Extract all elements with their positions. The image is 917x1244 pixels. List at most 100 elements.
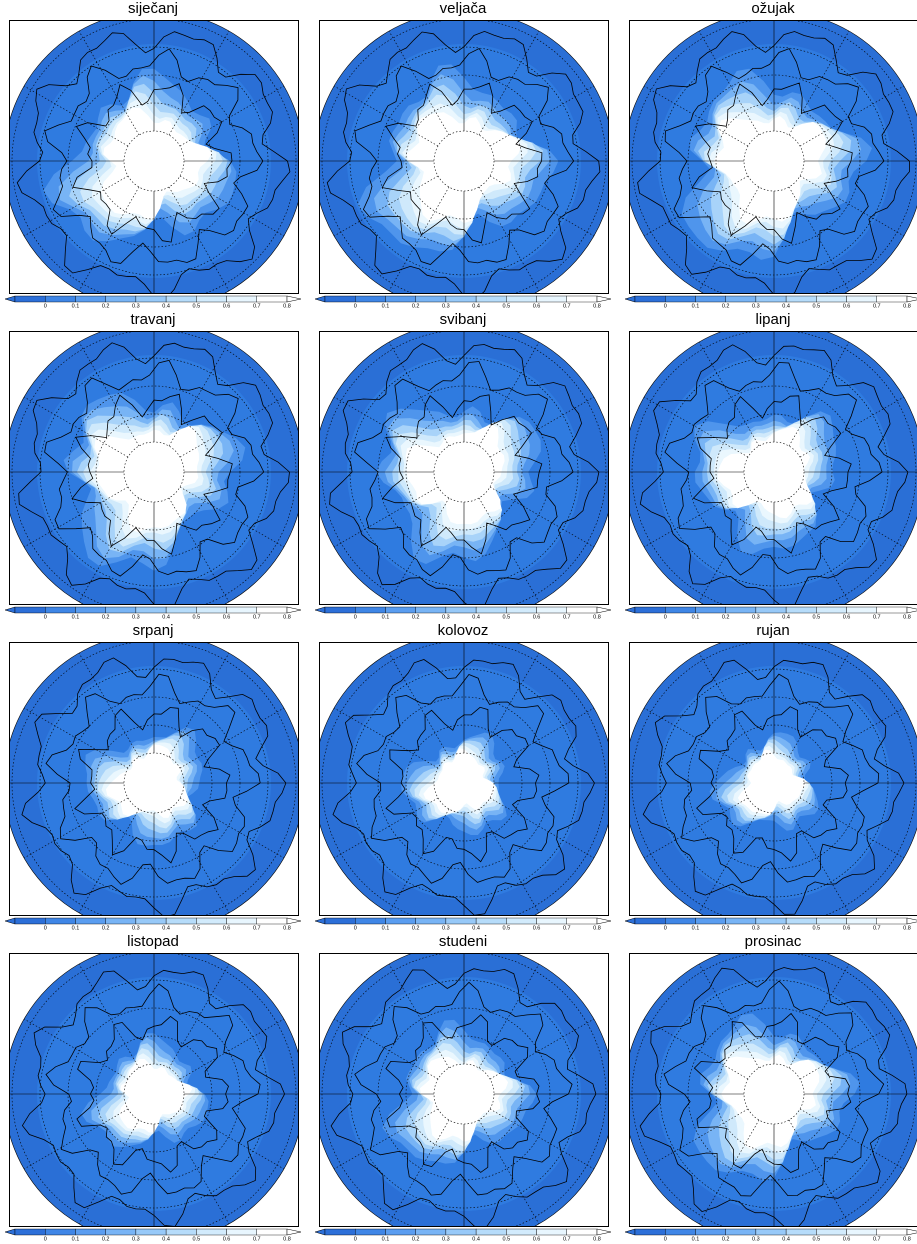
- colorbar-swatch: [14, 606, 46, 614]
- polar-map: [629, 20, 917, 294]
- colorbar: 0 0.1 0.2 0.3 0.4 0.5 0.6 0.7 0.8: [314, 1228, 612, 1243]
- colorbar-extend-right: [286, 606, 302, 614]
- colorbar-extend-left: [624, 606, 636, 614]
- colorbar-swatch: [165, 917, 197, 925]
- colorbar-tick-label: 0: [354, 615, 357, 621]
- colorbar-swatch: [506, 917, 537, 925]
- colorbar-swatch: [165, 1228, 197, 1236]
- colorbar-extend-right: [596, 295, 612, 303]
- map-panel: rujan 0 0.1 0.2 0.3 0.4 0.5 0.6 0.7 0.8: [623, 622, 917, 932]
- colorbar-tick-label: 0.1: [382, 1237, 390, 1243]
- colorbar-tick-label: 0.8: [903, 1237, 911, 1243]
- polar-map: [319, 331, 609, 605]
- colorbar-tick-label: 0.1: [72, 615, 80, 621]
- colorbar-swatch: [755, 606, 787, 614]
- colorbar-swatch: [506, 606, 537, 614]
- colorbar-tick-label: 0.6: [533, 926, 541, 932]
- colorbar-tick-label: 0: [354, 1237, 357, 1243]
- colorbar-swatch: [725, 295, 757, 303]
- colorbar-swatch: [415, 606, 447, 614]
- colorbar-tick-label: 0.6: [843, 304, 851, 310]
- colorbar-tick-label: 0.4: [162, 304, 170, 310]
- colorbar-swatch: [665, 1228, 696, 1236]
- colorbar-swatch: [256, 606, 288, 614]
- colorbar-swatch: [135, 606, 167, 614]
- colorbar-swatch: [324, 606, 356, 614]
- colorbar-swatch: [256, 1228, 288, 1236]
- colorbar-tick-label: 0.5: [813, 615, 821, 621]
- colorbar-tick-label: 0.2: [722, 926, 730, 932]
- colorbar: 0 0.1 0.2 0.3 0.4 0.5 0.6 0.7 0.8: [4, 1228, 302, 1243]
- colorbar-swatch: [634, 1228, 666, 1236]
- colorbar-swatch: [785, 295, 817, 303]
- colorbar-tick-label: 0.1: [692, 615, 700, 621]
- ice-contour: [94, 426, 199, 533]
- colorbar-tick-label: 0.3: [752, 1237, 760, 1243]
- colorbar-tick-label: 0.4: [472, 926, 480, 932]
- colorbar-swatch: [196, 295, 227, 303]
- colorbar-swatch: [445, 917, 477, 925]
- colorbar-tick-label: 0.3: [442, 1237, 450, 1243]
- colorbar-swatch: [475, 917, 507, 925]
- colorbar-tick-label: 0.2: [412, 1237, 420, 1243]
- colorbar-swatch: [324, 295, 356, 303]
- colorbar-tick-label: 0.8: [593, 926, 601, 932]
- colorbar-tick-label: 0.3: [132, 304, 140, 310]
- polar-map: [319, 20, 609, 294]
- colorbar-tick-label: 0.6: [843, 926, 851, 932]
- colorbar-swatch: [846, 606, 877, 614]
- colorbar-extend-right: [906, 1228, 917, 1236]
- colorbar-tick-label: 0.3: [442, 615, 450, 621]
- colorbar-swatch: [45, 1228, 76, 1236]
- colorbar-tick-label: 0.7: [873, 304, 881, 310]
- colorbar-tick-label: 0.6: [843, 1237, 851, 1243]
- colorbar-tick-label: 0: [354, 926, 357, 932]
- panel-title: kolovoz: [437, 622, 489, 639]
- colorbar-swatch: [135, 295, 167, 303]
- colorbar-swatch: [566, 295, 598, 303]
- colorbar-swatch: [75, 917, 106, 925]
- colorbar-swatch: [506, 295, 537, 303]
- colorbar-extend-right: [906, 917, 917, 925]
- map-panel: listopad 0 0.1 0.2 0.3 0.4 0.5 0.6 0.7 0.8: [3, 933, 303, 1243]
- panel-title: srpanj: [132, 622, 174, 639]
- colorbar-tick-label: 0.2: [722, 304, 730, 310]
- colorbar-swatch: [876, 1228, 908, 1236]
- colorbar-tick-label: 0: [44, 926, 47, 932]
- ice-contour: [423, 748, 496, 814]
- colorbar-swatch: [415, 295, 447, 303]
- colorbar-swatch: [695, 606, 726, 614]
- colorbar-swatch: [14, 1228, 46, 1236]
- colorbar-swatch: [816, 917, 847, 925]
- colorbar-tick-label: 0.2: [102, 304, 110, 310]
- colorbar-tick-label: 0.1: [382, 615, 390, 621]
- colorbar-swatch: [634, 606, 666, 614]
- ice-contour: [721, 1054, 820, 1150]
- colorbar: 0 0.1 0.2 0.3 0.4 0.5 0.6 0.7 0.8: [624, 295, 917, 310]
- colorbar-swatch: [105, 295, 137, 303]
- colorbar-extend-left: [4, 917, 16, 925]
- colorbar-tick-label: 0.4: [782, 304, 790, 310]
- colorbar-swatch: [876, 295, 908, 303]
- colorbar-tick-label: 0.1: [72, 304, 80, 310]
- colorbar-swatch: [226, 1228, 257, 1236]
- map-panel: studeni 0 0.1 0.2 0.3 0.4 0.5 0.6 0.7 0.8: [313, 933, 613, 1243]
- colorbar-tick-label: 0.8: [593, 615, 601, 621]
- colorbar-tick-label: 0.8: [283, 926, 291, 932]
- colorbar-swatch: [256, 917, 288, 925]
- polar-map: [9, 331, 299, 605]
- colorbar-tick-label: 0.8: [283, 1237, 291, 1243]
- colorbar-swatch: [785, 1228, 817, 1236]
- colorbar-swatch: [165, 295, 197, 303]
- colorbar-swatch: [75, 606, 106, 614]
- colorbar-swatch: [105, 606, 137, 614]
- colorbar-extend-left: [624, 295, 636, 303]
- panel-title: lipanj: [755, 311, 791, 328]
- colorbar-tick-label: 0: [664, 1237, 667, 1243]
- colorbar-tick-label: 0.6: [223, 1237, 231, 1243]
- colorbar-tick-label: 0: [44, 1237, 47, 1243]
- colorbar-tick-label: 0.2: [412, 304, 420, 310]
- colorbar-tick-label: 0.7: [253, 615, 261, 621]
- colorbar-swatch: [725, 917, 757, 925]
- colorbar-extend-right: [596, 1228, 612, 1236]
